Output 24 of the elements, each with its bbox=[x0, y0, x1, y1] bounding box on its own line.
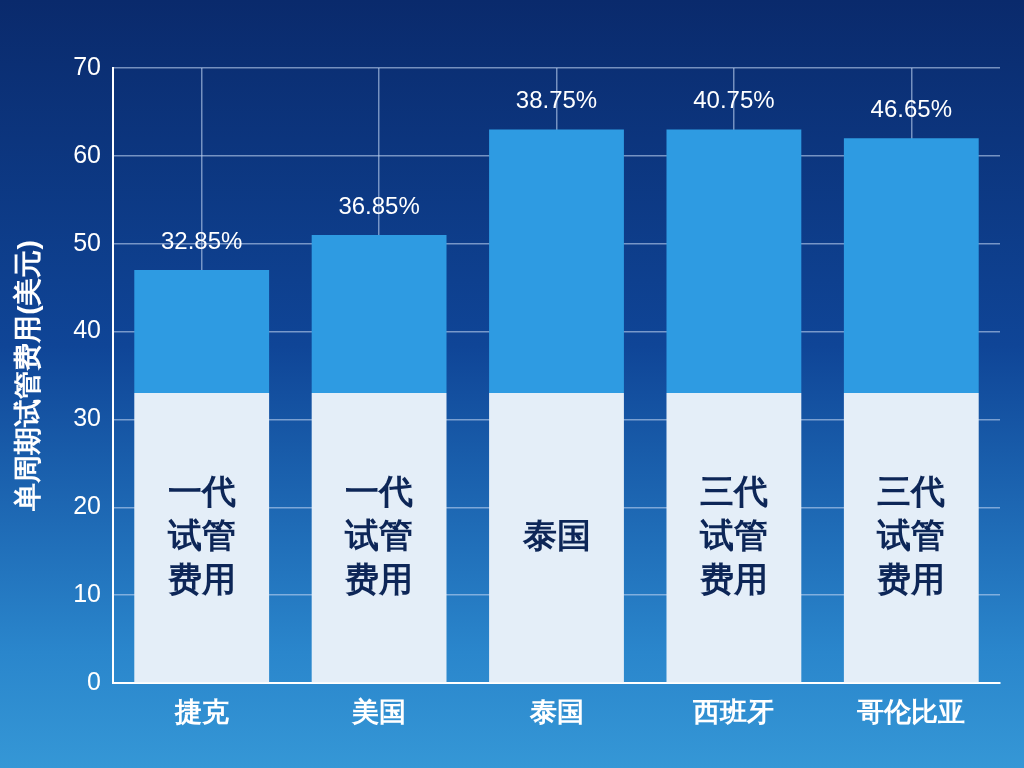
y-tick-label: 40 bbox=[73, 315, 101, 344]
x-tick-label: 美国 bbox=[351, 696, 407, 727]
annotation: 32.85% bbox=[161, 226, 243, 254]
y-axis-title: 单周期试管费用(美元) bbox=[11, 240, 43, 512]
y-tick-label: 50 bbox=[73, 227, 101, 256]
data-label: 三代试管费用 bbox=[698, 472, 768, 599]
data-label: 一代试管费用 bbox=[344, 472, 414, 599]
annotation: 46.65% bbox=[870, 94, 952, 122]
data-label: 三代试管费用 bbox=[876, 472, 946, 599]
x-tick-label: 捷克 bbox=[173, 696, 229, 727]
annotation: 40.75% bbox=[693, 86, 775, 114]
data-label: 泰国 bbox=[521, 516, 591, 555]
y-tick-label: 30 bbox=[73, 403, 101, 432]
y-tick-label: 70 bbox=[73, 51, 101, 80]
annotation: 36.85% bbox=[338, 191, 420, 219]
y-tick-label: 60 bbox=[73, 139, 101, 168]
x-tick-label: 泰国 bbox=[528, 696, 584, 727]
x-tick-label: 哥伦比亚 bbox=[856, 696, 966, 727]
y-tick-label: 10 bbox=[73, 579, 101, 608]
annotation: 38.75% bbox=[515, 86, 598, 114]
x-tick-label: 西班牙 bbox=[692, 696, 775, 727]
data-label: 一代试管费用 bbox=[166, 472, 236, 599]
y-tick-label: 0 bbox=[87, 666, 101, 695]
y-tick-label: 20 bbox=[73, 491, 101, 520]
